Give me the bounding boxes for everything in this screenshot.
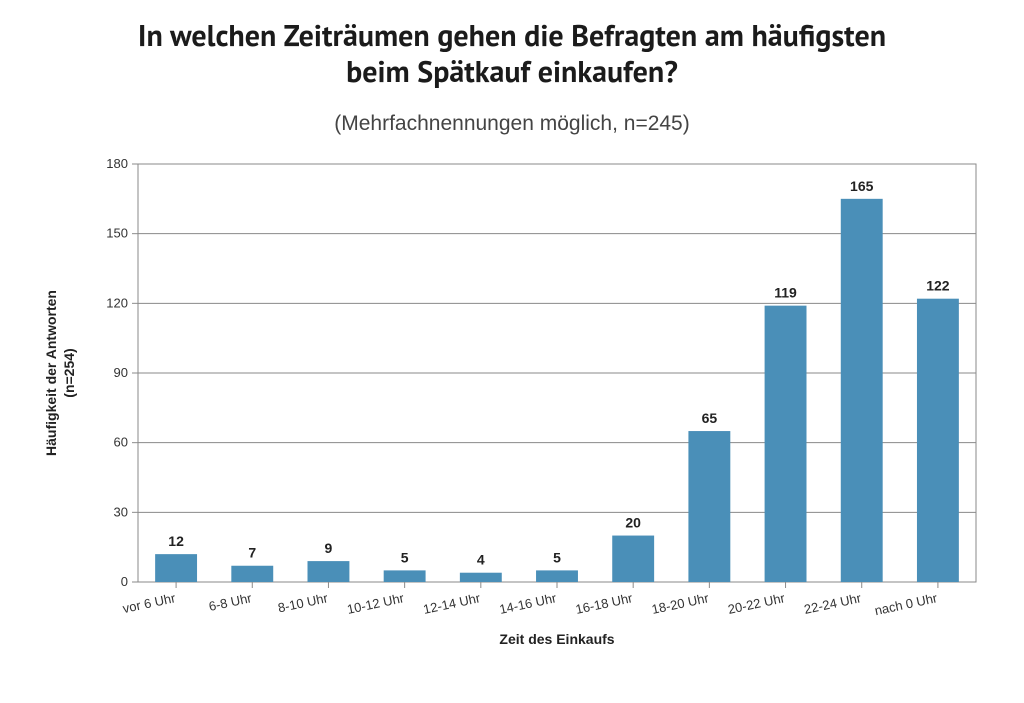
bar: [308, 561, 350, 582]
bar-value-label: 5: [553, 549, 561, 565]
y-tick-label: 120: [106, 295, 128, 310]
svg-text:Häufigkeit der Antworten: Häufigkeit der Antworten: [43, 290, 59, 456]
bar: [765, 306, 807, 582]
y-tick-label: 90: [114, 365, 128, 380]
y-tick-label: 30: [114, 504, 128, 519]
bar-value-label: 122: [926, 278, 950, 294]
bar: [688, 431, 730, 582]
bar-value-label: 65: [702, 410, 718, 426]
chart-title: In welchen Zeiträumen gehen die Befragte…: [68, 18, 956, 90]
y-tick-label: 0: [121, 574, 128, 589]
page: In welchen Zeiträumen gehen die Befragte…: [0, 0, 1024, 703]
x-axis-title: Zeit des Einkaufs: [499, 631, 614, 647]
bar-value-label: 119: [774, 285, 797, 301]
svg-text:(n=254): (n=254): [61, 348, 77, 397]
bar-value-label: 9: [325, 540, 333, 556]
bar-value-label: 165: [850, 178, 874, 194]
chart-title-line1: In welchen Zeiträumen gehen die Befragte…: [138, 16, 886, 55]
bar-value-label: 4: [477, 552, 485, 568]
bar: [917, 299, 959, 582]
chart-subtitle: (Mehrfachnennungen möglich, n=245): [28, 112, 996, 136]
bar: [841, 199, 883, 582]
bar: [155, 554, 197, 582]
bar-value-label: 7: [248, 545, 256, 561]
bar: [536, 570, 578, 582]
bar-chart: 030609012015018012795452065119165122vor …: [28, 148, 996, 668]
chart-title-line2: beim Spätkauf einkaufen?: [346, 52, 678, 91]
bar-value-label: 12: [168, 533, 184, 549]
bar: [384, 570, 426, 582]
bar: [460, 573, 502, 582]
bar: [231, 566, 273, 582]
y-tick-label: 150: [106, 226, 128, 241]
bar: [612, 536, 654, 582]
bar-value-label: 5: [401, 549, 409, 565]
y-tick-label: 60: [114, 435, 128, 450]
chart-container: 030609012015018012795452065119165122vor …: [28, 148, 996, 693]
bar-value-label: 20: [625, 515, 641, 531]
y-tick-label: 180: [106, 156, 128, 171]
